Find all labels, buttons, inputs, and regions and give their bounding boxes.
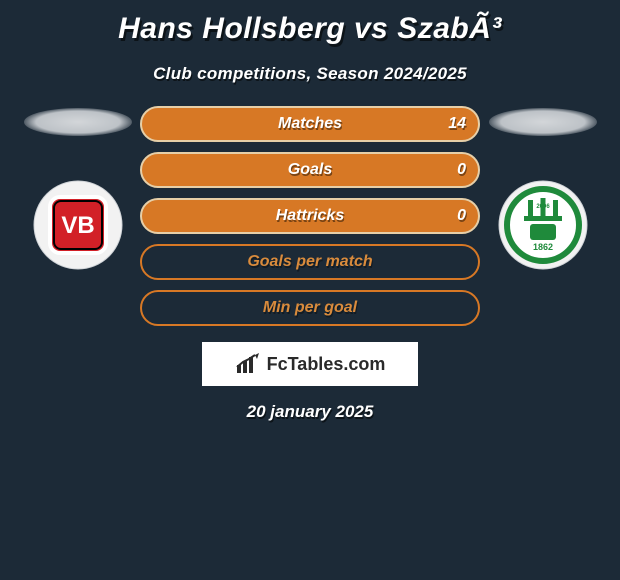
stat-bar-goals: Goals 0 (140, 152, 480, 188)
svg-text:1862: 1862 (532, 242, 552, 252)
club-left-logo: VB (33, 180, 123, 270)
club-right-logo: 1862 2006 (498, 180, 588, 270)
player-left-silhouette (24, 108, 132, 136)
date-line: 20 january 2025 (247, 402, 374, 422)
stat-label: Matches (278, 115, 342, 133)
brand-label: FcTables.com (267, 354, 386, 375)
comparison-arena: VB Matches 14 Goals 0 Hattricks 0 Goals … (0, 104, 620, 326)
stat-value-right: 14 (448, 115, 466, 133)
stat-value-right: 0 (457, 207, 466, 225)
stat-label: Goals per match (247, 253, 372, 271)
stat-label: Min per goal (263, 299, 357, 317)
player-right-silhouette (489, 108, 597, 136)
stat-bar-hattricks: Hattricks 0 (140, 198, 480, 234)
svg-text:2006: 2006 (536, 204, 550, 210)
brand-chart-icon (235, 353, 261, 375)
stat-bar-goals-per-match: Goals per match (140, 244, 480, 280)
stat-value-right: 0 (457, 161, 466, 179)
page-subtitle: Club competitions, Season 2024/2025 (153, 64, 467, 84)
player-left-column: VB (15, 104, 140, 270)
page-title: Hans Hollsberg vs SzabÃ³ (118, 12, 502, 46)
stat-bar-min-per-goal: Min per goal (140, 290, 480, 326)
svg-text:VB: VB (61, 212, 94, 239)
stat-label: Hattricks (276, 207, 344, 225)
stat-bar-matches: Matches 14 (140, 106, 480, 142)
stat-bars: Matches 14 Goals 0 Hattricks 0 Goals per… (140, 106, 480, 326)
brand-badge: FcTables.com (202, 342, 418, 386)
stat-label: Goals (288, 161, 332, 179)
player-right-column: 1862 2006 (480, 104, 605, 270)
